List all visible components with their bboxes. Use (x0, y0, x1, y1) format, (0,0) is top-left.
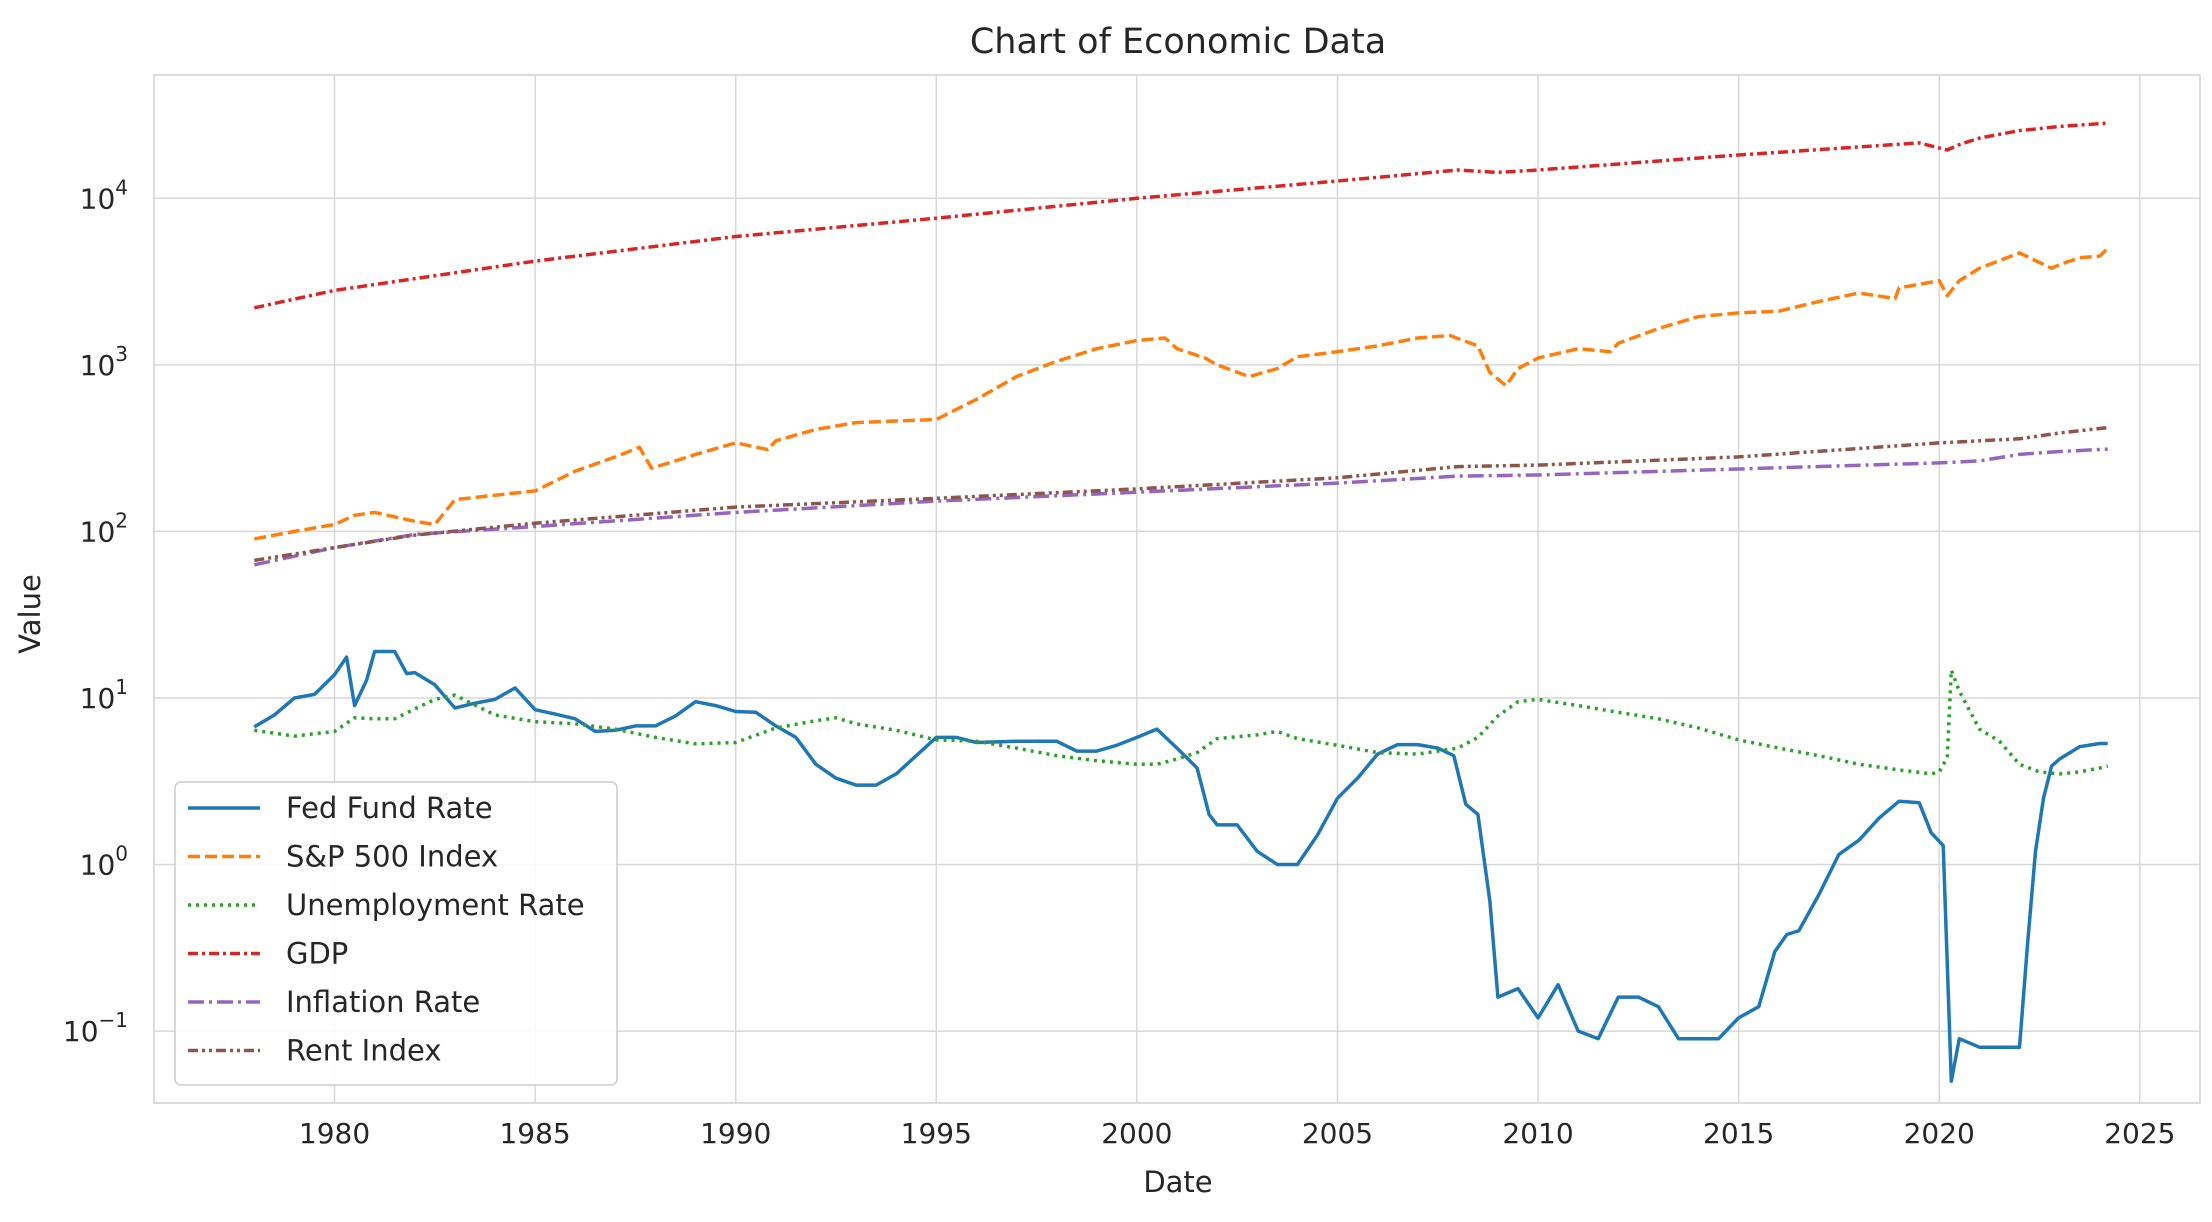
series-line-rent-index (254, 425, 2108, 563)
legend-box (174, 781, 618, 1086)
x-tick-label: 1990 (700, 1117, 771, 1150)
y-tick-label: 101 (80, 675, 128, 715)
x-tick-label: 2025 (2104, 1117, 2175, 1150)
chart-title: Chart of Economic Data (970, 22, 1386, 62)
series-lines (253, 121, 2109, 1083)
series-line-gdp (253, 121, 2108, 310)
legend-label-fed-fund-rate: Fed Fund Rate (286, 791, 493, 825)
y-axis-label: Value (13, 574, 47, 654)
legend-label-unemployment-rate: Unemployment Rate (286, 888, 585, 922)
legend-label-gdp: GDP (286, 937, 348, 971)
y-tick-label: 102 (80, 508, 128, 548)
x-tick-label: 1995 (901, 1117, 972, 1150)
legend-label-rent-index: Rent Index (286, 1034, 442, 1068)
x-tick-label: 2005 (1302, 1117, 1373, 1150)
x-tick-label: 2010 (1502, 1117, 1573, 1150)
x-tick-label: 2020 (1904, 1117, 1975, 1150)
legend-label-sandp-500-index: S&P 500 Index (286, 840, 498, 874)
legend-label-inflation-rate: Inflation Rate (286, 985, 480, 1019)
x-tick-label: 2015 (1703, 1117, 1774, 1150)
x-tick-label: 1985 (499, 1117, 570, 1150)
x-tick-label: 1980 (299, 1117, 370, 1150)
y-tick-label: 103 (80, 342, 128, 382)
y-tick-label: 100 (80, 842, 128, 882)
y-tick-label: 104 (80, 175, 128, 215)
series-line-sandp-500-index (253, 247, 2109, 541)
y-tick-label: 10−1 (63, 1008, 128, 1048)
series-line-inflation-rate (253, 447, 2108, 567)
x-axis-label: Date (1143, 1165, 1212, 1199)
x-tick-label: 2000 (1101, 1117, 1172, 1150)
legend: Fed Fund Rate S&P 500 Index Unemployment R… (174, 781, 618, 1086)
series-line-fed-fund-rate (253, 649, 2108, 1083)
